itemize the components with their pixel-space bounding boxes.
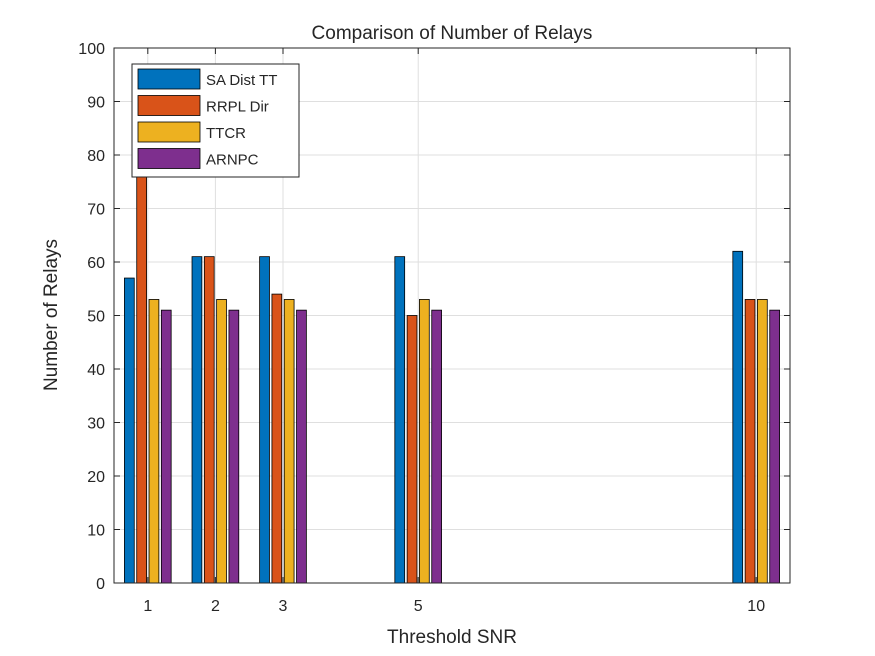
x-tick-label: 10 xyxy=(747,598,765,615)
legend-swatch xyxy=(137,148,201,169)
bar xyxy=(191,256,203,584)
x-axis-label: Threshold SNR xyxy=(387,627,517,648)
x-tick-label: 2 xyxy=(211,598,220,615)
bar xyxy=(228,309,240,584)
bar xyxy=(296,309,307,584)
y-tick-label: 90 xyxy=(87,95,105,112)
bar xyxy=(203,256,215,584)
bar xyxy=(136,154,147,584)
bar xyxy=(124,277,135,584)
bar xyxy=(769,309,780,584)
bar xyxy=(419,299,430,584)
y-tick-label: 20 xyxy=(87,469,105,486)
bar xyxy=(160,309,172,584)
y-tick-label: 30 xyxy=(87,416,105,433)
y-tick-label: 80 xyxy=(87,148,105,165)
bar xyxy=(394,256,406,584)
bars xyxy=(124,154,780,584)
y-tick-label: 100 xyxy=(78,41,105,58)
y-tick-label: 0 xyxy=(96,576,105,593)
bar xyxy=(744,299,756,584)
legend-swatch xyxy=(137,121,201,143)
y-tick-label: 50 xyxy=(87,309,105,326)
y-tick-label: 10 xyxy=(87,523,105,540)
axis-ticks: 0 10 20 30 40 50 60 70 80 90 100 1 2 3 5 10 xyxy=(78,41,790,615)
y-tick-label: 40 xyxy=(87,362,105,379)
y-axis-label: Number of Relays xyxy=(41,239,62,391)
legend-swatch xyxy=(137,68,201,90)
x-tick-label: 3 xyxy=(279,598,288,615)
bar xyxy=(431,309,442,584)
bar xyxy=(259,256,270,584)
chart-title: Comparison of Number of Relays xyxy=(312,23,593,44)
y-tick-label: 70 xyxy=(87,202,105,219)
legend-label: TTCR xyxy=(206,125,246,142)
bar xyxy=(148,299,160,584)
bar xyxy=(271,293,283,584)
legend-label: SA Dist TT xyxy=(206,72,277,89)
x-tick-label: 1 xyxy=(143,598,152,615)
bar xyxy=(757,299,768,584)
y-tick-label: 60 xyxy=(87,255,105,272)
x-tick-label: 5 xyxy=(414,598,423,615)
legend-label: RRPL Dir xyxy=(206,99,269,116)
bar xyxy=(406,315,418,584)
legend: SA Dist TT RRPL Dir TTCR ARNPC xyxy=(131,63,300,178)
legend-label: ARNPC xyxy=(206,152,259,169)
bar xyxy=(732,250,744,584)
bar xyxy=(283,299,295,584)
legend-swatch xyxy=(137,95,201,116)
bar xyxy=(216,299,227,584)
